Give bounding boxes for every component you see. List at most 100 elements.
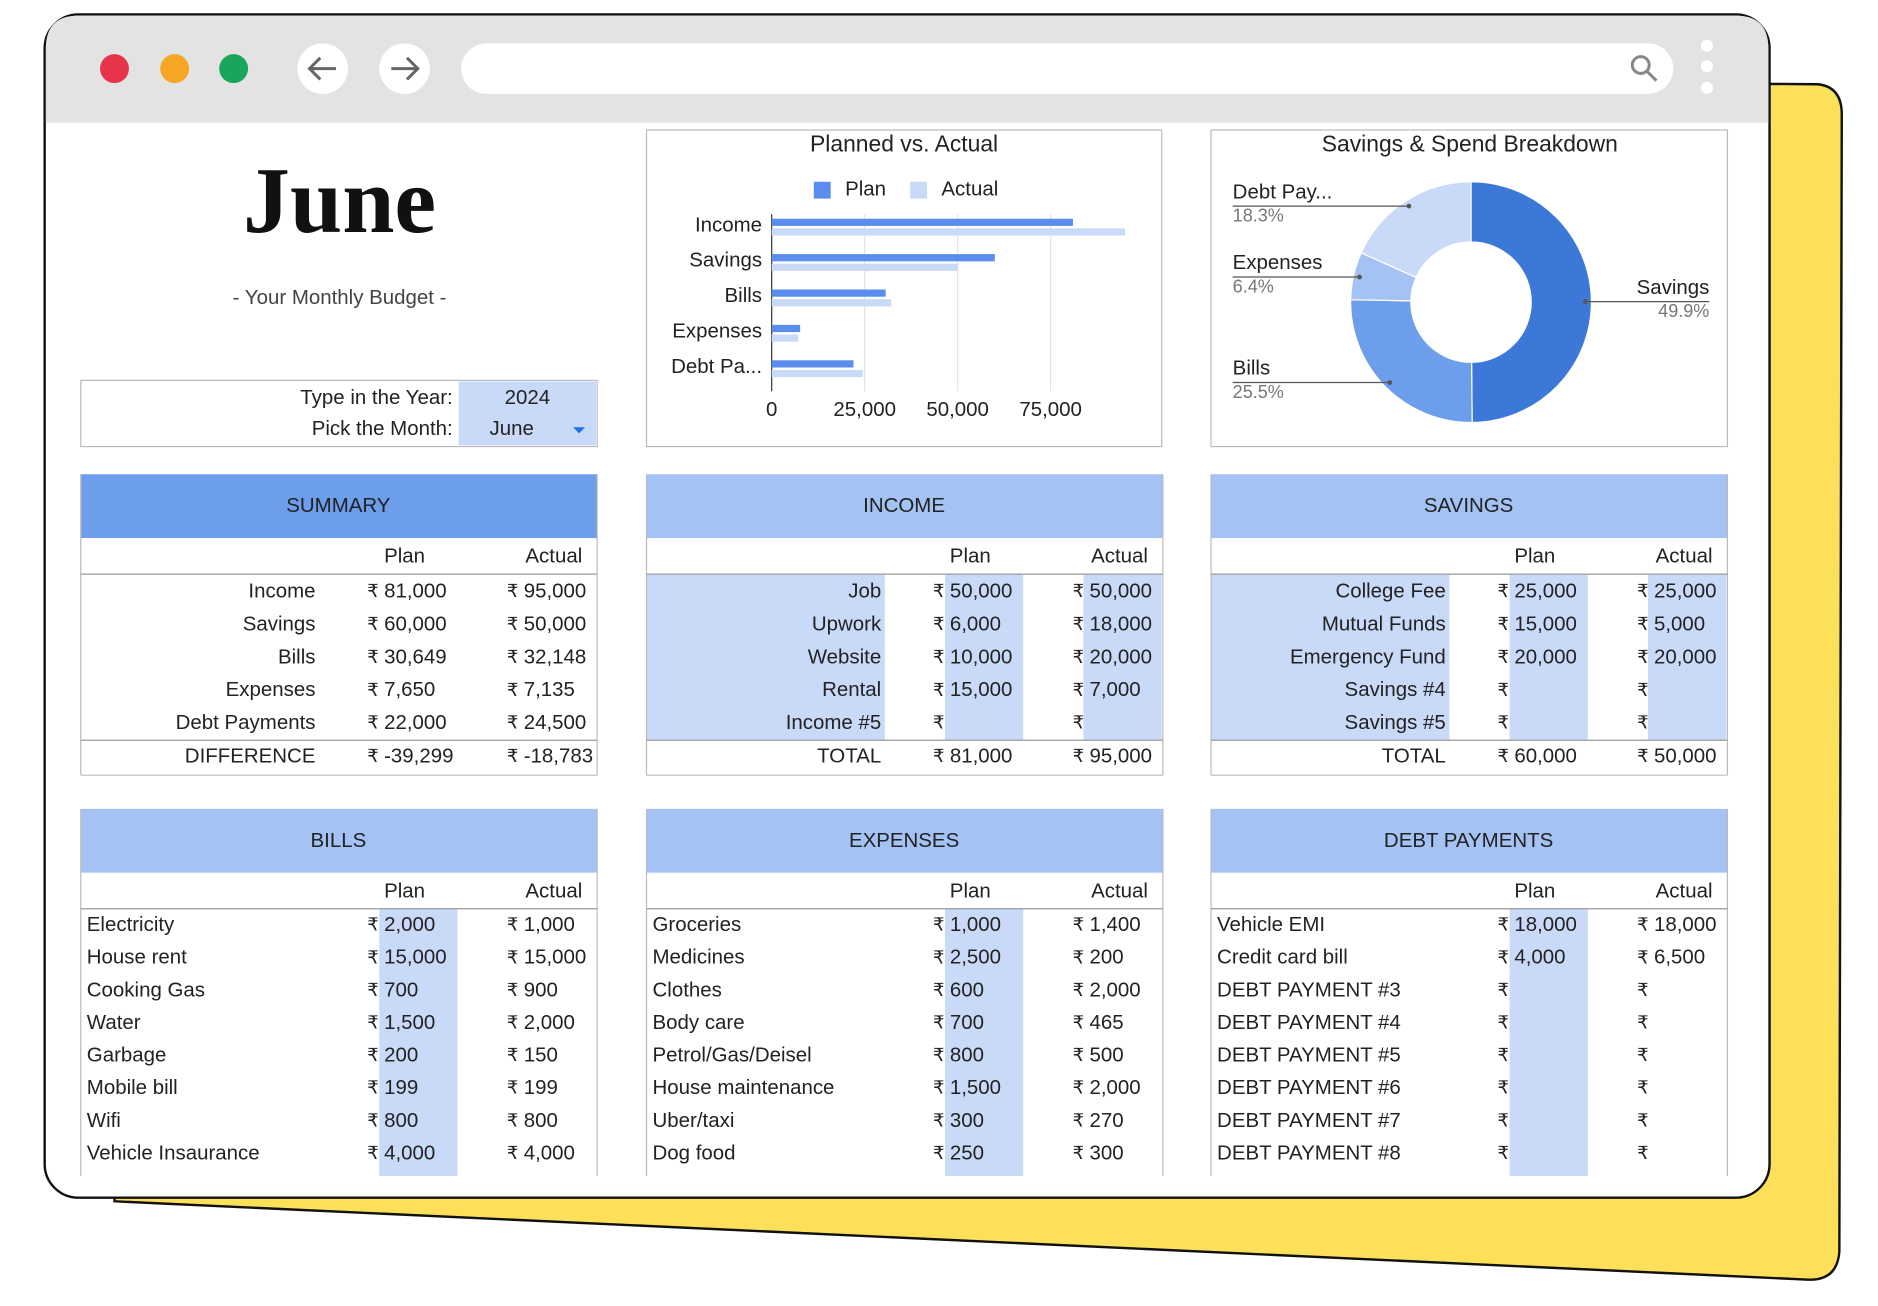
row-plan: 10,000 bbox=[950, 645, 1013, 668]
row-actual: 6,500 bbox=[1654, 946, 1705, 969]
row-plan: 20,000 bbox=[1514, 645, 1577, 668]
month-label: Pick the Month: bbox=[312, 417, 453, 440]
row-plan: 2,000 bbox=[384, 913, 435, 936]
currency-symbol: ₹ bbox=[933, 1078, 944, 1099]
column-header: Actual bbox=[1656, 879, 1713, 902]
chart-panel bbox=[645, 129, 1163, 448]
y-tick-label: Savings bbox=[689, 249, 762, 272]
plan-column-bg bbox=[945, 908, 1024, 1177]
row-label: Body care bbox=[653, 1011, 745, 1034]
currency-symbol: ₹ bbox=[507, 680, 518, 701]
currency-symbol: ₹ bbox=[507, 647, 518, 668]
currency-symbol: ₹ bbox=[1073, 746, 1084, 767]
row-plan: 300 bbox=[950, 1109, 984, 1132]
currency-symbol: ₹ bbox=[1498, 647, 1509, 668]
row-actual: 25,000 bbox=[1654, 580, 1717, 603]
row-plan: 7,650 bbox=[384, 678, 435, 701]
slice-label: Expenses bbox=[1233, 251, 1323, 274]
month-select[interactable]: June bbox=[490, 417, 534, 440]
actual-column-bg bbox=[1083, 574, 1162, 741]
row-label: Petrol/Gas/Deisel bbox=[653, 1044, 812, 1067]
row-actual: 5,000 bbox=[1654, 612, 1705, 635]
row-plan: 15,000 bbox=[950, 678, 1013, 701]
close-button[interactable] bbox=[100, 54, 129, 84]
currency-symbol: ₹ bbox=[1498, 980, 1509, 1001]
currency-symbol: ₹ bbox=[933, 947, 944, 968]
currency-symbol: ₹ bbox=[507, 947, 518, 968]
row-actual: 199 bbox=[524, 1076, 558, 1099]
row-actual: 15,000 bbox=[524, 946, 587, 969]
bar bbox=[771, 228, 1126, 236]
currency-symbol: ₹ bbox=[1498, 581, 1509, 602]
month-title: June bbox=[243, 149, 436, 253]
row-actual: 150 bbox=[524, 1044, 558, 1067]
row-label: DEBT PAYMENT #5 bbox=[1217, 1044, 1401, 1067]
column-header: Plan bbox=[950, 545, 991, 568]
currency-symbol: ₹ bbox=[1073, 1110, 1084, 1131]
row-actual: 1,000 bbox=[524, 913, 575, 936]
currency-symbol: ₹ bbox=[1498, 947, 1509, 968]
currency-symbol: ₹ bbox=[933, 1045, 944, 1066]
currency-symbol: ₹ bbox=[1073, 680, 1084, 701]
currency-symbol: ₹ bbox=[933, 1110, 944, 1131]
row-actual: 2,000 bbox=[1089, 1076, 1140, 1099]
column-header: Actual bbox=[525, 545, 582, 568]
row-plan: 15,000 bbox=[384, 946, 447, 969]
row-label: House maintenance bbox=[653, 1076, 835, 1099]
plan-column-bg bbox=[379, 908, 458, 1177]
year-input[interactable]: 2024 bbox=[505, 386, 551, 409]
dropdown-arrow[interactable] bbox=[573, 427, 586, 434]
table-header-band bbox=[646, 474, 1163, 539]
currency-symbol: ₹ bbox=[367, 1012, 378, 1033]
currency-symbol: ₹ bbox=[1637, 1012, 1648, 1033]
search-icon[interactable] bbox=[1630, 55, 1658, 82]
bar bbox=[771, 218, 1073, 226]
back-button[interactable] bbox=[297, 43, 348, 94]
currency-symbol: ₹ bbox=[933, 713, 944, 734]
row-plan: 800 bbox=[384, 1109, 418, 1132]
currency-symbol: ₹ bbox=[507, 1045, 518, 1066]
row-label: Debt Payments bbox=[176, 711, 316, 734]
currency-symbol: ₹ bbox=[1498, 915, 1509, 936]
row-plan: 22,000 bbox=[384, 711, 447, 734]
currency-symbol: ₹ bbox=[1637, 1078, 1648, 1099]
row-actual: 270 bbox=[1089, 1109, 1123, 1132]
currency-symbol: ₹ bbox=[1073, 713, 1084, 734]
table-title: SUMMARY bbox=[286, 494, 391, 517]
row-plan: 60,000 bbox=[384, 612, 447, 635]
bar bbox=[771, 289, 886, 297]
total-label: TOTAL bbox=[1382, 745, 1446, 768]
currency-symbol: ₹ bbox=[1637, 581, 1648, 602]
column-header: Plan bbox=[1514, 545, 1555, 568]
row-actual: 24,500 bbox=[524, 711, 587, 734]
minimize-button[interactable] bbox=[160, 54, 190, 84]
slice-value: 25.5% bbox=[1233, 382, 1284, 402]
address-bar[interactable] bbox=[461, 43, 1674, 94]
currency-symbol: ₹ bbox=[1073, 915, 1084, 936]
row-actual: 7,135 bbox=[524, 678, 575, 701]
chart-title: Savings & Spend Breakdown bbox=[1322, 131, 1618, 157]
x-tick-label: 75,000 bbox=[1019, 398, 1082, 421]
menu-button[interactable] bbox=[1700, 39, 1713, 94]
forward-button[interactable] bbox=[379, 43, 430, 94]
row-plan: 700 bbox=[950, 1011, 984, 1034]
currency-symbol: ₹ bbox=[507, 915, 518, 936]
maximize-button[interactable] bbox=[219, 54, 249, 84]
row-plan: 4,000 bbox=[1514, 946, 1565, 969]
row-label: Expenses bbox=[226, 678, 316, 701]
bar bbox=[771, 299, 892, 307]
subtitle: - Your Monthly Budget - bbox=[233, 286, 447, 309]
row-label: House rent bbox=[87, 946, 187, 969]
actual-column-bg bbox=[1647, 574, 1727, 741]
slice-value: 49.9% bbox=[1658, 301, 1709, 321]
row-label: Medicines bbox=[653, 946, 745, 969]
column-header: Plan bbox=[950, 879, 991, 902]
currency-symbol: ₹ bbox=[933, 647, 944, 668]
table-title: BILLS bbox=[311, 829, 367, 852]
row-label: Rental bbox=[822, 678, 881, 701]
currency-symbol: ₹ bbox=[1637, 680, 1648, 701]
currency-symbol: ₹ bbox=[933, 746, 944, 767]
currency-symbol: ₹ bbox=[933, 680, 944, 701]
table-header-band bbox=[1211, 474, 1728, 539]
currency-symbol: ₹ bbox=[367, 680, 378, 701]
